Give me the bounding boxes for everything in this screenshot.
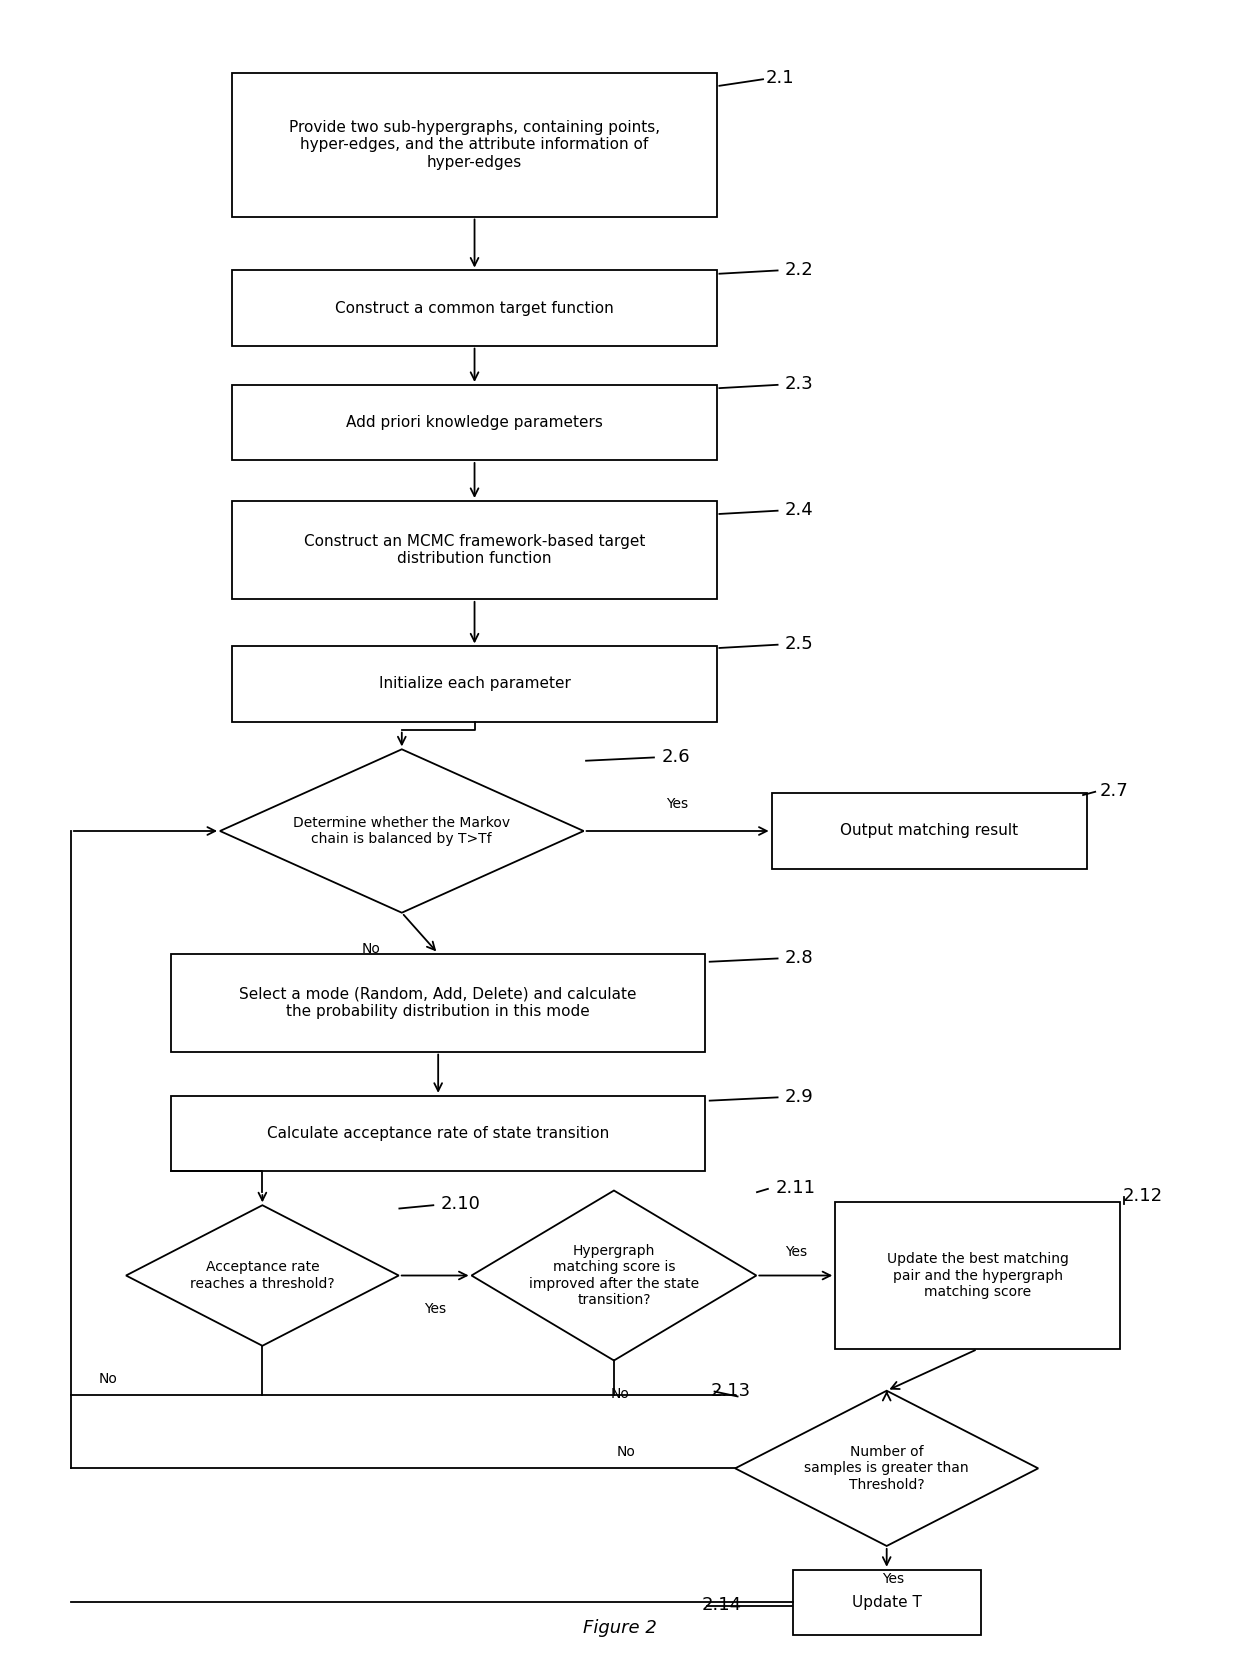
FancyBboxPatch shape	[232, 500, 717, 598]
Polygon shape	[735, 1391, 1038, 1546]
Text: 2.8: 2.8	[785, 949, 813, 967]
FancyBboxPatch shape	[771, 793, 1086, 869]
Polygon shape	[219, 750, 584, 912]
Text: Construct an MCMC framework-based target
distribution function: Construct an MCMC framework-based target…	[304, 534, 645, 567]
Text: 2.7: 2.7	[1100, 781, 1128, 799]
Text: 2.14: 2.14	[701, 1596, 742, 1614]
Text: 2.3: 2.3	[785, 376, 813, 392]
Text: 2.11: 2.11	[775, 1178, 815, 1197]
Text: Figure 2: Figure 2	[583, 1619, 657, 1637]
Text: 2.5: 2.5	[785, 635, 813, 653]
FancyBboxPatch shape	[232, 73, 717, 216]
Text: Number of
samples is greater than
Threshold?: Number of samples is greater than Thresh…	[805, 1446, 968, 1491]
Text: 2.13: 2.13	[711, 1381, 751, 1399]
Text: Provide two sub-hypergraphs, containing points,
hyper-edges, and the attribute i: Provide two sub-hypergraphs, containing …	[289, 120, 660, 170]
Polygon shape	[471, 1190, 756, 1361]
FancyBboxPatch shape	[171, 954, 704, 1052]
Text: Acceptance rate
reaches a threshold?: Acceptance rate reaches a threshold?	[190, 1260, 335, 1291]
FancyBboxPatch shape	[232, 647, 717, 721]
FancyBboxPatch shape	[792, 1569, 981, 1635]
FancyBboxPatch shape	[836, 1202, 1120, 1350]
Text: Yes: Yes	[667, 798, 688, 811]
Text: 2.2: 2.2	[785, 261, 813, 279]
Text: Hypergraph
matching score is
improved after the state
transition?: Hypergraph matching score is improved af…	[529, 1245, 699, 1306]
Text: Determine whether the Markov
chain is balanced by T>Tf: Determine whether the Markov chain is ba…	[293, 816, 511, 846]
Text: No: No	[98, 1371, 118, 1386]
Text: Add priori knowledge parameters: Add priori knowledge parameters	[346, 416, 603, 430]
Text: 2.12: 2.12	[1123, 1187, 1163, 1205]
Text: No: No	[362, 942, 381, 956]
FancyBboxPatch shape	[171, 1095, 704, 1172]
Text: Select a mode (Random, Add, Delete) and calculate
the probability distribution i: Select a mode (Random, Add, Delete) and …	[239, 986, 637, 1019]
Text: Yes: Yes	[785, 1245, 807, 1260]
Text: 2.9: 2.9	[785, 1087, 813, 1105]
Text: 2.6: 2.6	[661, 748, 689, 766]
Text: 2.4: 2.4	[785, 500, 813, 519]
Text: Yes: Yes	[424, 1301, 446, 1316]
Text: Calculate acceptance rate of state transition: Calculate acceptance rate of state trans…	[267, 1125, 609, 1140]
Text: 2.10: 2.10	[440, 1195, 480, 1213]
Text: 2.1: 2.1	[765, 70, 794, 88]
Text: No: No	[616, 1444, 635, 1459]
Text: No: No	[610, 1386, 630, 1401]
Text: Initialize each parameter: Initialize each parameter	[378, 676, 570, 691]
FancyBboxPatch shape	[232, 386, 717, 460]
Text: Update T: Update T	[852, 1596, 921, 1610]
Text: Construct a common target function: Construct a common target function	[335, 301, 614, 316]
FancyBboxPatch shape	[232, 271, 717, 346]
Text: Yes: Yes	[882, 1572, 904, 1586]
Polygon shape	[126, 1205, 399, 1346]
Text: Update the best matching
pair and the hypergraph
matching score: Update the best matching pair and the hy…	[887, 1251, 1069, 1298]
Text: Output matching result: Output matching result	[839, 823, 1018, 839]
